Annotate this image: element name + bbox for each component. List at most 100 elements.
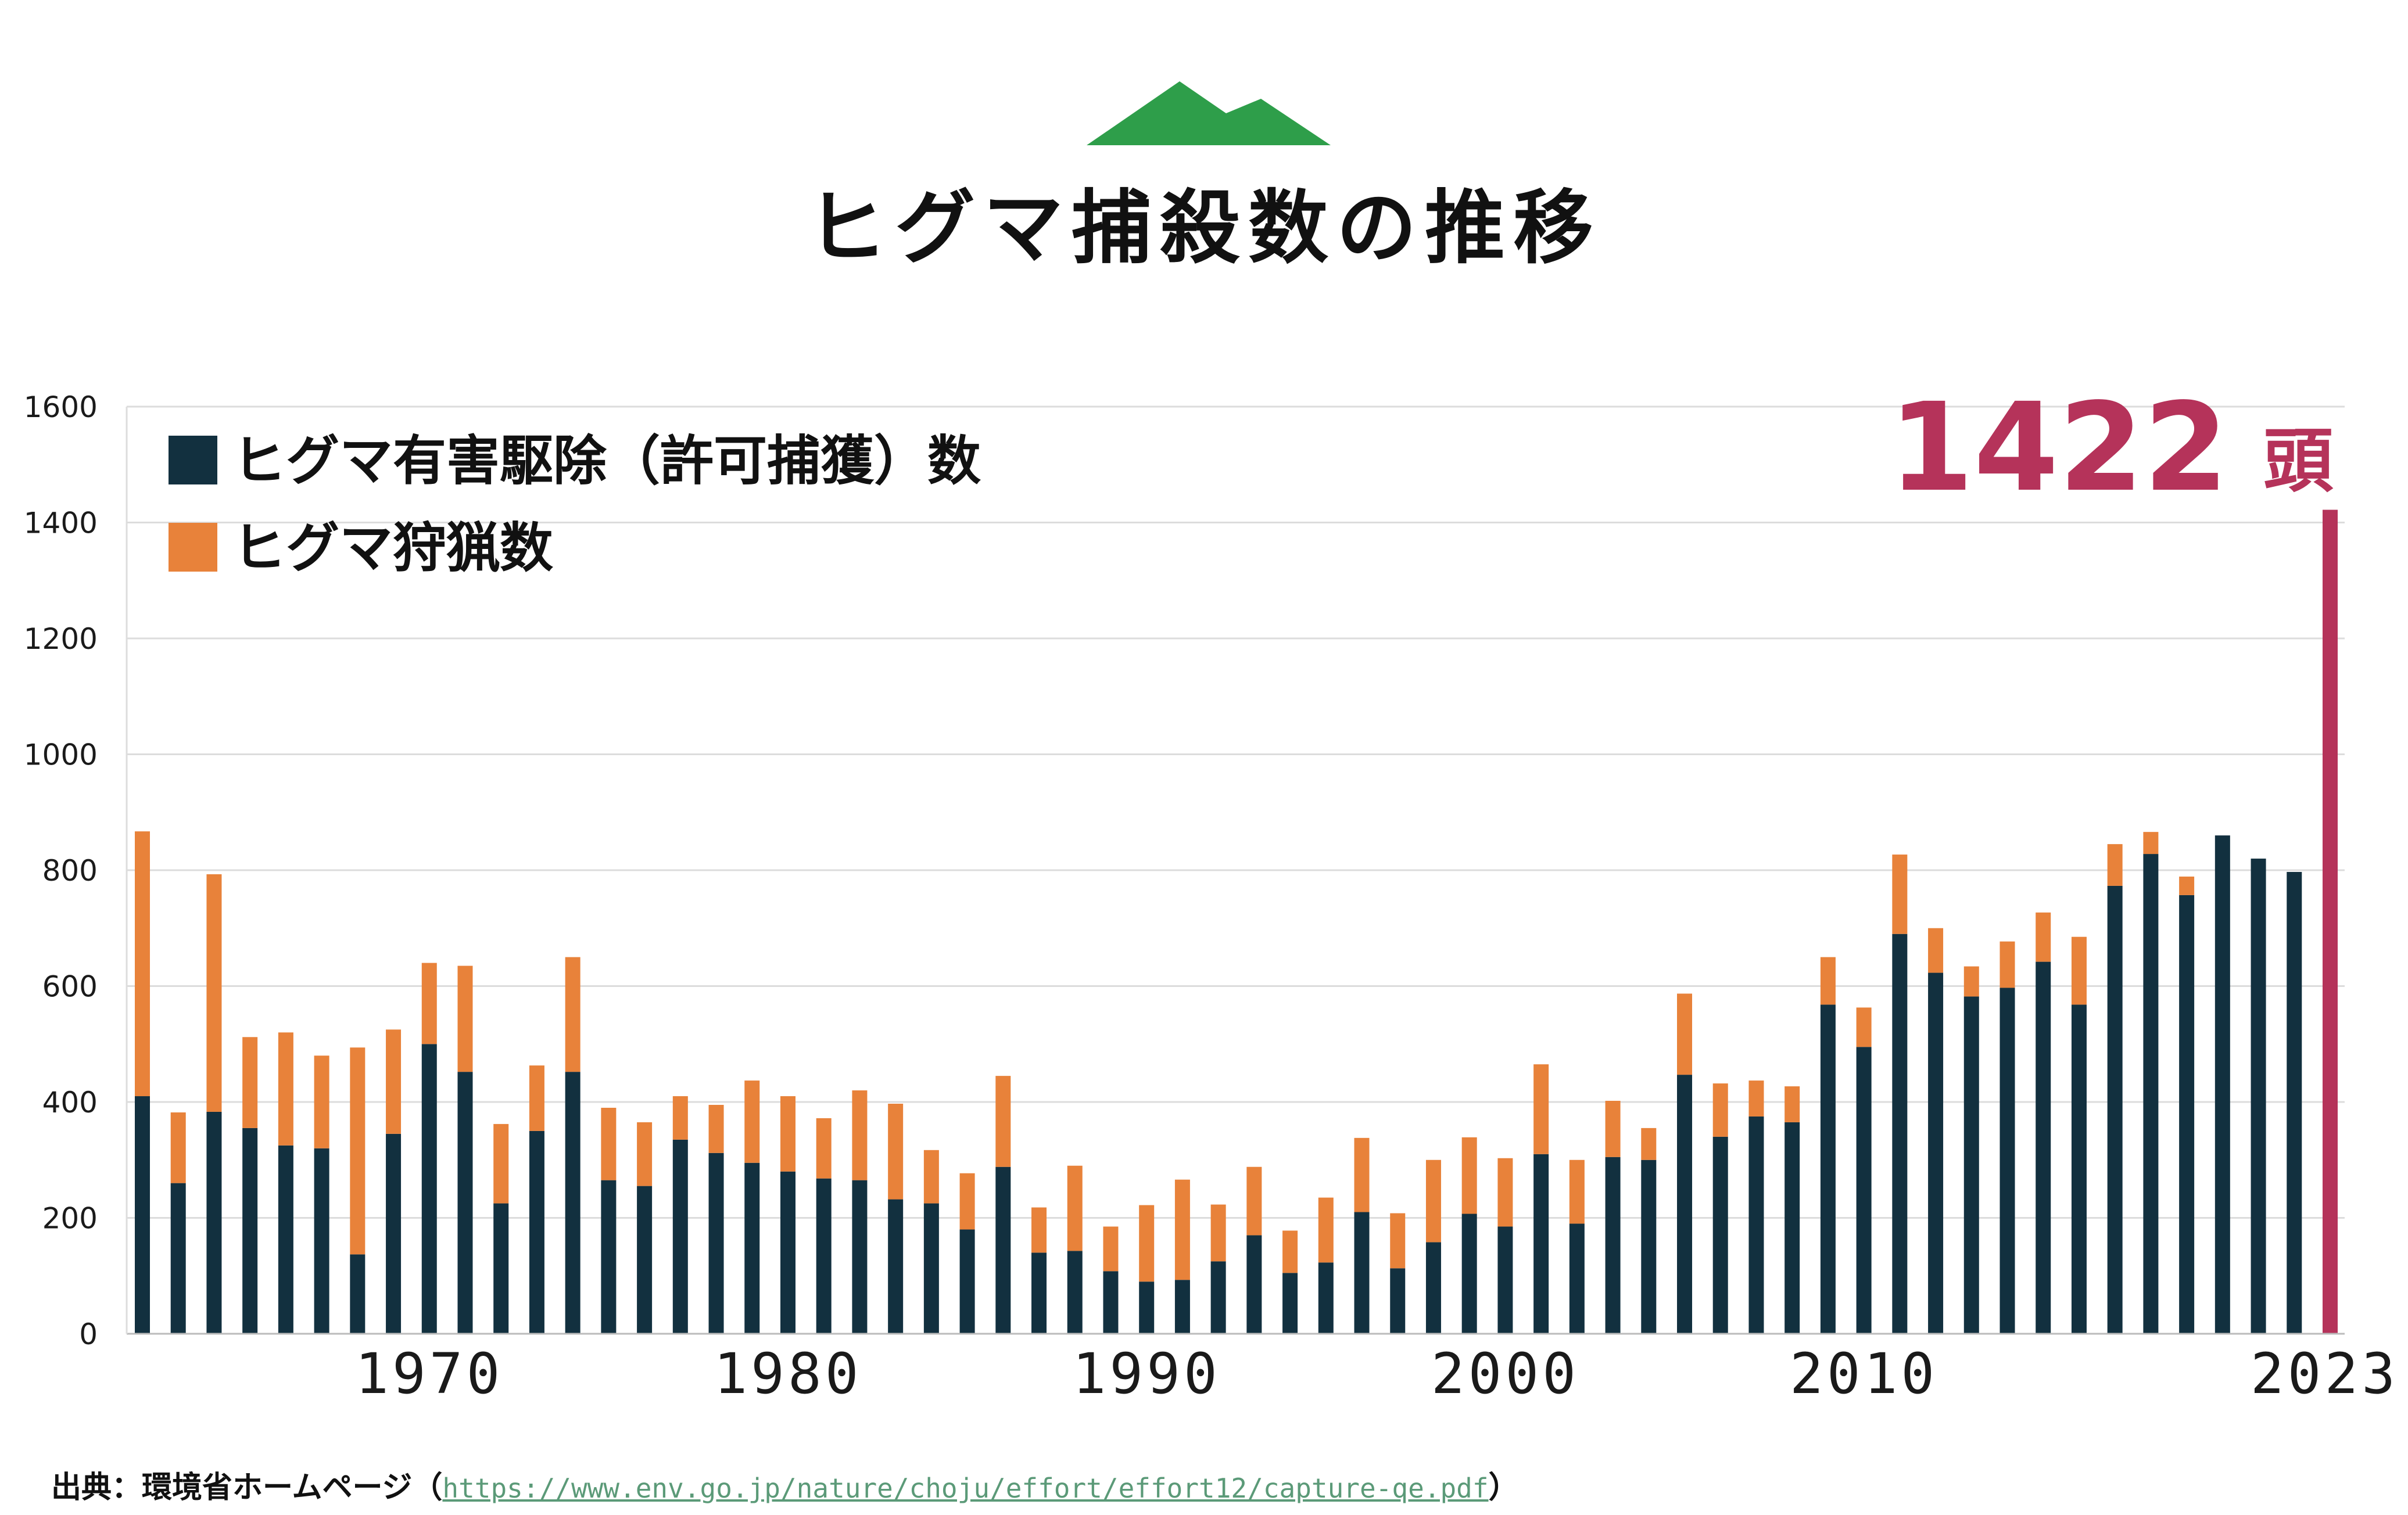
bar-hunting-1970 bbox=[421, 963, 437, 1044]
bar-nuisance-2016 bbox=[2071, 1004, 2087, 1334]
x-tick-label: 1980 bbox=[714, 1341, 862, 1406]
y-tick-label: 800 bbox=[42, 854, 98, 888]
chart-title: ヒグマ捕殺数の推移 bbox=[807, 181, 1601, 275]
bar-nuisance-1983 bbox=[888, 1199, 904, 1334]
bar-hunting-1988 bbox=[1067, 1165, 1083, 1251]
bar-nuisance-2003 bbox=[1605, 1157, 1621, 1334]
bar-hunting-1993 bbox=[1246, 1166, 1262, 1236]
mountain-icon bbox=[1087, 81, 1331, 145]
bar-nuisance-1997 bbox=[1390, 1268, 1406, 1334]
bar-hunting-1981 bbox=[816, 1118, 832, 1179]
bar-nuisance-1964 bbox=[206, 1111, 222, 1334]
bar-hunting-2011 bbox=[1892, 855, 1908, 934]
bar-hunting-1985 bbox=[959, 1173, 975, 1230]
x-tick-label: 2023 bbox=[2251, 1341, 2399, 1406]
bar-hunting-1976 bbox=[637, 1122, 653, 1186]
bar-nuisance-2014 bbox=[1999, 988, 2015, 1334]
bar-nuisance-2019 bbox=[2179, 895, 2195, 1334]
bar-nuisance-2022 bbox=[2287, 871, 2302, 1334]
bar-hunting-1969 bbox=[386, 1029, 402, 1134]
callout-unit: 頭 bbox=[2263, 421, 2334, 502]
bar-hunting-2003 bbox=[1605, 1101, 1621, 1157]
y-tick-label: 200 bbox=[42, 1202, 98, 1236]
bar-highlight-2023 bbox=[2323, 509, 2338, 1334]
bar-nuisance-1999 bbox=[1461, 1214, 1477, 1334]
bar-hunting-1992 bbox=[1210, 1204, 1226, 1262]
bar-nuisance-1986 bbox=[995, 1166, 1011, 1334]
bar-hunting-2010 bbox=[1856, 1007, 1872, 1047]
bar-hunting-1982 bbox=[852, 1090, 868, 1180]
bar-hunting-1999 bbox=[1461, 1137, 1477, 1214]
bar-nuisance-1976 bbox=[637, 1186, 653, 1334]
bar-nuisance-2005 bbox=[1677, 1075, 1693, 1334]
source-line: 出典：環境省ホームページ（https://www.env.go.jp/natur… bbox=[51, 1463, 1519, 1506]
bar-nuisance-1967 bbox=[314, 1148, 329, 1334]
y-tick-label: 1200 bbox=[24, 622, 98, 656]
bar-hunting-2005 bbox=[1677, 993, 1693, 1075]
bar-nuisance-2001 bbox=[1533, 1154, 1549, 1334]
bar-hunting-2015 bbox=[2036, 912, 2051, 962]
source-suffix: ） bbox=[1488, 1470, 1519, 1505]
bar-nuisance-2004 bbox=[1641, 1159, 1657, 1334]
bar-hunting-1978 bbox=[708, 1104, 724, 1153]
bar-nuisance-1979 bbox=[744, 1162, 760, 1334]
bar-hunting-1963 bbox=[170, 1112, 186, 1183]
bar-nuisance-2017 bbox=[2107, 885, 2123, 1334]
bar-nuisance-1993 bbox=[1246, 1235, 1262, 1334]
bar-hunting-1975 bbox=[601, 1107, 617, 1180]
bar-nuisance-1971 bbox=[457, 1072, 473, 1334]
gridlines bbox=[127, 405, 2345, 1219]
bar-nuisance-1995 bbox=[1318, 1262, 1334, 1334]
bar-nuisance-2010 bbox=[1856, 1047, 1872, 1334]
y-tick-label: 1400 bbox=[24, 507, 98, 540]
bar-nuisance-2012 bbox=[1928, 972, 1944, 1334]
bar-hunting-2014 bbox=[1999, 941, 2015, 988]
bar-hunting-1996 bbox=[1354, 1137, 1370, 1212]
bar-hunting-1983 bbox=[888, 1103, 904, 1200]
x-tick-label: 1990 bbox=[1073, 1341, 1221, 1406]
callout: 1422 頭 bbox=[1889, 376, 2334, 519]
legend: ヒグマ有害駆除（許可捕獲）数 ヒグマ狩猟数 bbox=[169, 430, 981, 579]
bar-hunting-2008 bbox=[1784, 1086, 1800, 1122]
legend-swatch-nuisance bbox=[169, 436, 217, 484]
bar-hunting-1973 bbox=[529, 1065, 544, 1131]
bar-nuisance-1965 bbox=[242, 1128, 258, 1334]
bar-nuisance-1989 bbox=[1103, 1271, 1119, 1334]
bar-hunting-2000 bbox=[1497, 1158, 1513, 1227]
bar-hunting-1979 bbox=[744, 1080, 760, 1163]
bar-hunting-1998 bbox=[1425, 1159, 1441, 1243]
bar-hunting-1977 bbox=[672, 1096, 688, 1140]
bar-nuisance-1973 bbox=[529, 1130, 544, 1334]
bar-nuisance-1992 bbox=[1210, 1261, 1226, 1334]
bar-nuisance-1968 bbox=[350, 1254, 365, 1334]
bar-nuisance-1972 bbox=[493, 1203, 509, 1334]
x-tick-label: 2000 bbox=[1431, 1341, 1579, 1406]
x-tick-label: 1970 bbox=[355, 1341, 503, 1406]
callout-value: 1422 bbox=[1889, 376, 2228, 519]
bar-hunting-2017 bbox=[2107, 844, 2123, 886]
bar-hunting-1990 bbox=[1139, 1205, 1155, 1282]
bar-nuisance-1996 bbox=[1354, 1212, 1370, 1334]
bar-hunting-2012 bbox=[1928, 928, 1944, 973]
bar-hunting-1972 bbox=[493, 1123, 509, 1204]
bar-nuisance-1981 bbox=[816, 1178, 832, 1334]
bar-hunting-2013 bbox=[1963, 966, 1979, 997]
bar-hunting-1966 bbox=[278, 1032, 293, 1146]
bar-hunting-1980 bbox=[780, 1096, 795, 1172]
y-tick-label: 600 bbox=[42, 970, 98, 1004]
bar-nuisance-1987 bbox=[1031, 1252, 1047, 1334]
y-tick-label: 400 bbox=[42, 1086, 98, 1119]
bar-hunting-1967 bbox=[314, 1056, 329, 1148]
bar-nuisance-2021 bbox=[2251, 859, 2266, 1334]
legend-label-hunting: ヒグマ狩猟数 bbox=[232, 517, 553, 579]
bar-hunting-2016 bbox=[2071, 936, 2087, 1005]
bar-nuisance-2006 bbox=[1712, 1136, 1728, 1334]
bar-nuisance-1991 bbox=[1174, 1280, 1190, 1334]
source-link[interactable]: https://www.env.go.jp/nature/choju/effor… bbox=[442, 1473, 1489, 1504]
bar-nuisance-2020 bbox=[2214, 835, 2230, 1334]
bars bbox=[135, 509, 2338, 1334]
bar-nuisance-1970 bbox=[421, 1044, 437, 1334]
bar-hunting-2006 bbox=[1712, 1083, 1728, 1137]
source-prefix: 出典：環境省ホームページ（ bbox=[51, 1470, 443, 1505]
bar-nuisance-1975 bbox=[601, 1180, 617, 1334]
